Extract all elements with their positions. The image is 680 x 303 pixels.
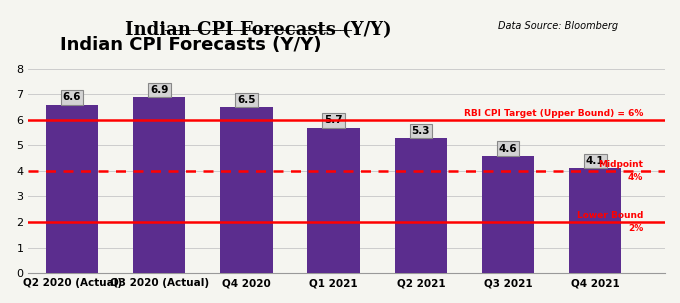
Bar xyxy=(133,97,186,273)
Text: 5.3: 5.3 xyxy=(411,126,430,136)
Text: 4.1: 4.1 xyxy=(586,156,605,166)
Text: RBI CPI Target (Upper Bound) = 6%: RBI CPI Target (Upper Bound) = 6% xyxy=(464,109,643,118)
Text: ────────────────────────────────: ──────────────────────────────── xyxy=(165,26,352,36)
Bar xyxy=(569,168,622,273)
Text: 4%: 4% xyxy=(628,173,643,182)
Text: Lower Bound: Lower Bound xyxy=(577,211,643,220)
Bar xyxy=(394,138,447,273)
Text: Indian CPI Forecasts (Y/Y): Indian CPI Forecasts (Y/Y) xyxy=(61,36,322,54)
Text: 6.5: 6.5 xyxy=(237,95,256,105)
Text: 2%: 2% xyxy=(628,224,643,233)
Bar xyxy=(482,156,534,273)
Bar xyxy=(220,107,273,273)
Text: 5.7: 5.7 xyxy=(324,115,343,125)
Text: Data Source: Bloomberg: Data Source: Bloomberg xyxy=(498,21,617,31)
Text: 6.6: 6.6 xyxy=(63,92,82,102)
Bar xyxy=(46,105,98,273)
Bar xyxy=(307,128,360,273)
Text: 6.9: 6.9 xyxy=(150,85,169,95)
Text: Midpoint: Midpoint xyxy=(598,160,643,169)
Text: Indian CPI Forecasts (Y/Y): Indian CPI Forecasts (Y/Y) xyxy=(125,21,392,39)
Text: 4.6: 4.6 xyxy=(498,144,517,154)
